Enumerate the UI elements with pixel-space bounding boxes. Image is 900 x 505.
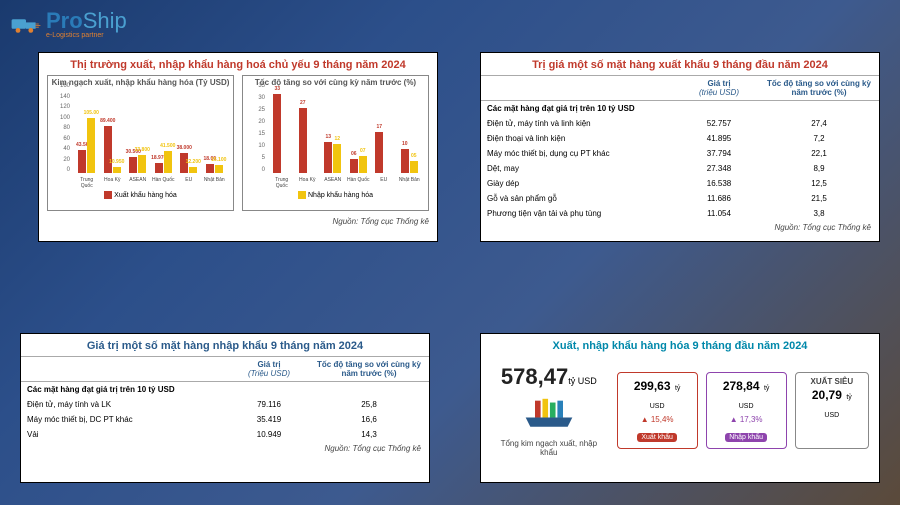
table-row: Máy móc thiết bị, DC PT khác35.41916,6: [21, 412, 429, 427]
table-row: Điện thoại và linh kiện41.8957,2: [481, 131, 879, 146]
chart-b-subtitle: Tốc độ tăng so với cùng kỳ năm trước (%): [243, 76, 428, 89]
export-table-panel: Trị giá một số mặt hàng xuất khẩu 9 thán…: [480, 52, 880, 242]
stat-box-Xuất khẩu: 299,63 tỷ USD▲ 15,4%Xuất khẩu: [617, 372, 698, 449]
col-value: Giá trị(Triệu USD): [229, 357, 309, 382]
col-rate: Tốc độ tăng so với cùng kỳ năm trước (%): [309, 357, 429, 382]
total-stat: 578,47tỷ USD Tổng kim ngạch xuất, nhập k…: [491, 364, 607, 457]
table-row: Phương tiện vận tải và phụ tùng11.0543,8: [481, 206, 879, 221]
import-title: Giá trị một số mặt hàng nhập khẩu 9 thán…: [21, 334, 429, 356]
section-header: Các mặt hàng đạt giá trị trên 10 tỷ USD: [21, 382, 429, 398]
import-source: Nguồn: Tổng cục Thống kê: [21, 442, 429, 455]
table-row: Điện tử, máy tính và LK79.11625,8: [21, 397, 429, 412]
chart-b-legend: Nhập khẩu hàng hóa: [243, 189, 428, 201]
summary-title: Xuất, nhập khẩu hàng hóa 9 tháng đầu năm…: [481, 334, 879, 356]
import-table-panel: Giá trị một số mặt hàng nhập khẩu 9 thán…: [20, 333, 430, 483]
table-row: Vải10.94914,3: [21, 427, 429, 442]
charts-source: Nguồn: Tổng cục Thống kê: [39, 215, 437, 228]
chart-a-legend: Xuất khẩu hàng hóa: [48, 189, 233, 201]
total-label: Tổng kim ngạch xuất, nhập khẩu: [491, 439, 607, 457]
table-row: Máy móc thiết bị, dụng cụ PT khác37.7942…: [481, 146, 879, 161]
stat-box-Nhập khẩu: 278,84 tỷ USD▲ 17,3%Nhập khẩu: [706, 372, 787, 449]
table-row: Giày dép16.53812,5: [481, 176, 879, 191]
chart-toc-do: Tốc độ tăng so với cùng kỳ năm trước (%)…: [242, 75, 429, 211]
chart-kim-ngach: Kim ngạch xuất, nhập khẩu hàng hóa (Tỷ U…: [47, 75, 234, 211]
truck-icon: [10, 10, 42, 38]
logo-text: ProShip: [46, 8, 127, 34]
import-table: Giá trị(Triệu USD) Tốc độ tăng so với cù…: [21, 356, 429, 442]
section-header: Các mặt hàng đạt giá trị trên 10 tỷ USD: [481, 101, 879, 117]
col-value: Giá trị(triệu USD): [679, 76, 759, 101]
chart-a-subtitle: Kim ngạch xuất, nhập khẩu hàng hóa (Tỷ U…: [48, 76, 233, 89]
charts-panel: Thị trường xuất, nhập khẩu hàng hoá chủ …: [38, 52, 438, 242]
stat-box-XUẤT SIÊU: XUẤT SIÊU20,79 tỷ USD: [795, 372, 869, 449]
summary-panel: Xuất, nhập khẩu hàng hóa 9 tháng đầu năm…: [480, 333, 880, 483]
charts-title: Thị trường xuất, nhập khẩu hàng hoá chủ …: [39, 53, 437, 75]
table-row: Điện tử, máy tính và linh kiện52.75727,4: [481, 116, 879, 131]
table-row: Dệt, may27.3488,9: [481, 161, 879, 176]
export-table: Giá trị(triệu USD) Tốc độ tăng so với cù…: [481, 75, 879, 221]
col-rate: Tốc độ tăng so với cùng kỳ năm trước (%): [759, 76, 879, 101]
ship-icon: [521, 390, 577, 430]
table-row: Gỗ và sản phẩm gỗ11.68621,5: [481, 191, 879, 206]
export-title: Trị giá một số mặt hàng xuất khẩu 9 thán…: [481, 53, 879, 75]
logo: ProShip e-Logistics partner: [10, 8, 127, 39]
export-source: Nguồn: Tổng cục Thống kê: [481, 221, 879, 234]
